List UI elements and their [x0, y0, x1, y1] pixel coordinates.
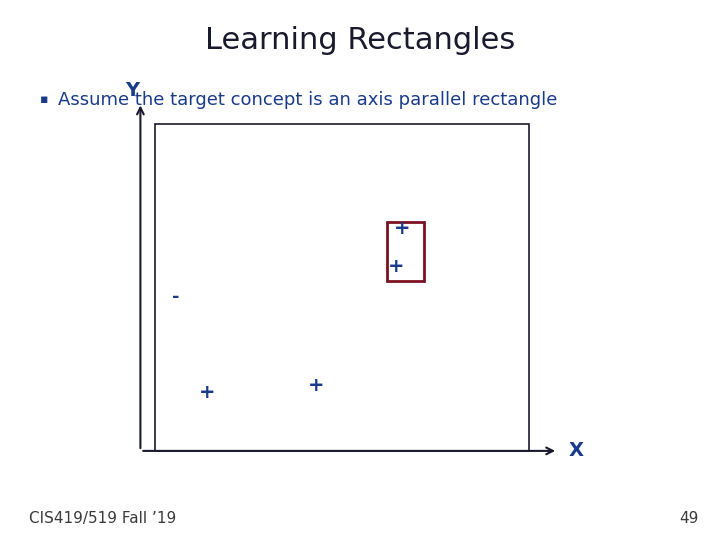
Text: +: +: [394, 219, 410, 238]
Text: 49: 49: [679, 511, 698, 526]
Text: Learning Rectangles: Learning Rectangles: [205, 26, 515, 55]
Text: -: -: [171, 288, 179, 306]
Text: ▪: ▪: [40, 93, 48, 106]
Bar: [387, 222, 424, 281]
Text: Assume the target concept is an axis parallel rectangle: Assume the target concept is an axis par…: [58, 91, 557, 109]
Bar: [155, 124, 529, 451]
Text: +: +: [388, 257, 405, 276]
Text: Y: Y: [125, 81, 139, 100]
Text: +: +: [307, 376, 324, 395]
Text: +: +: [199, 383, 215, 402]
Text: CIS419/519 Fall ’19: CIS419/519 Fall ’19: [29, 511, 176, 526]
Text: X: X: [569, 441, 584, 461]
